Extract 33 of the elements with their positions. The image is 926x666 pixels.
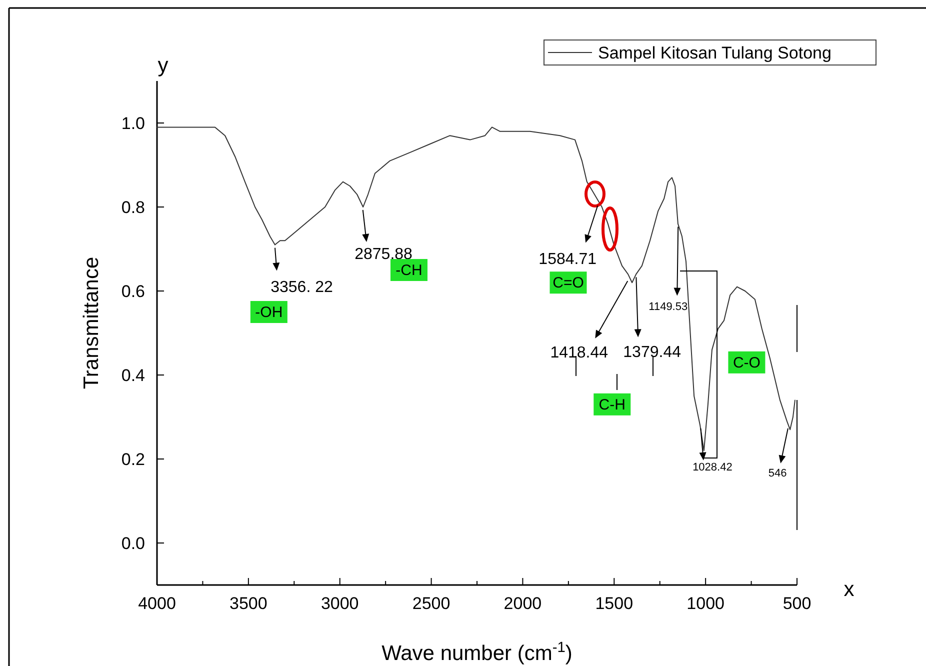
x-tick-label: 1000 xyxy=(686,594,724,613)
y-tick-label: 1.0 xyxy=(121,114,145,133)
y-tick-label: 0.2 xyxy=(121,450,145,469)
annotation: 2875.88 xyxy=(354,246,413,263)
annotation: 546 xyxy=(768,467,787,480)
annotation: C=O xyxy=(552,274,584,292)
annotation: 1028.42 xyxy=(692,461,732,474)
x-tick-label: 3000 xyxy=(320,594,359,613)
annotation: -CH xyxy=(396,262,422,279)
y-axis-title: Transmittance xyxy=(80,256,103,390)
x-tick-label: 3500 xyxy=(230,594,268,613)
legend-label: Sampel Kitosan Tulang Sotong xyxy=(598,44,832,62)
annotation: 1149.53 xyxy=(648,300,688,313)
line-series xyxy=(156,126,796,452)
x-tick-label: 1500 xyxy=(595,594,634,613)
annotation: C-H xyxy=(598,396,626,414)
y-tick-label: 0.4 xyxy=(121,366,145,385)
annotation: 3356. 22 xyxy=(270,278,333,296)
annotation: -OH xyxy=(255,304,283,321)
x-tick-label: 2500 xyxy=(412,594,450,613)
annotation: 1379.44 xyxy=(623,344,682,362)
x-tick-label: 500 xyxy=(782,594,812,613)
text: x xyxy=(844,578,855,601)
annotation: 1418.44 xyxy=(550,344,608,362)
x-tick-label: 2000 xyxy=(504,594,542,613)
annotation: 1584.71 xyxy=(538,250,597,268)
x-axis-title: Wave number (cm$^{-1}$) xyxy=(382,640,572,665)
y-tick-label: 0.8 xyxy=(121,198,145,217)
y-tick-label: 0.6 xyxy=(121,282,145,301)
y-tick-label: 0.0 xyxy=(121,534,145,553)
x-tick-label: 4000 xyxy=(138,594,176,613)
annotation: C-O xyxy=(732,354,760,372)
text: y xyxy=(158,54,169,77)
